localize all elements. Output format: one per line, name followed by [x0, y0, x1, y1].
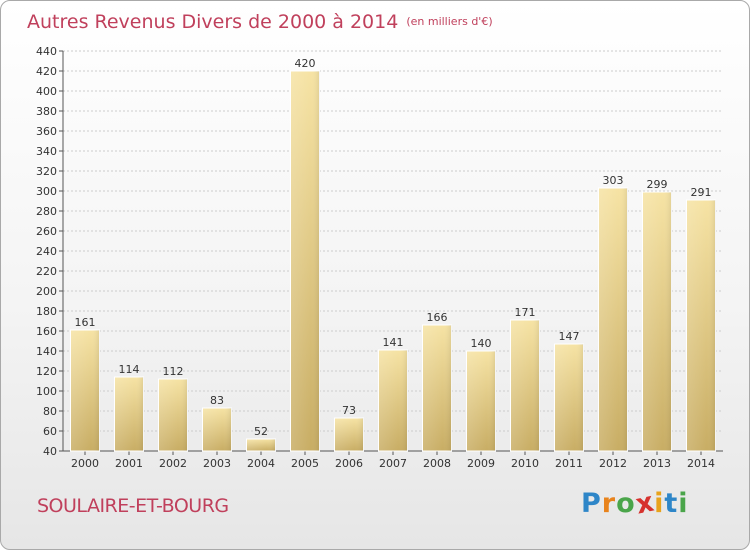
bar-shading-2003	[202, 408, 232, 451]
data-label-2010: 171	[515, 306, 536, 319]
y-tick-label: 320	[36, 165, 57, 178]
bar-shading-2007	[378, 350, 408, 451]
x-tick-label: 2011	[555, 457, 583, 470]
commune-name: SOULAIRE-ET-BOURG	[37, 495, 229, 517]
chart-title-block: Autres Revenus Divers de 2000 à 2014 (en …	[27, 11, 493, 33]
data-label-2007: 141	[383, 336, 404, 349]
x-tick-label: 2014	[687, 457, 715, 470]
y-tick-label: 240	[36, 245, 57, 258]
data-label-2011: 147	[559, 330, 580, 343]
data-label-2005: 420	[295, 57, 316, 70]
y-tick-label: 40	[43, 445, 57, 458]
chart-title: Autres Revenus Divers de 2000 à 2014	[27, 11, 399, 33]
x-tick-label: 2009	[467, 457, 495, 470]
bar-shading-2006	[334, 418, 364, 451]
data-label-2008: 166	[427, 311, 448, 324]
bar-shading-2013	[642, 192, 672, 451]
bar-shading-2008	[422, 325, 452, 451]
bar-shading-2009	[466, 351, 496, 451]
y-tick-label: 300	[36, 185, 57, 198]
bar-shading-2004	[246, 439, 276, 451]
y-tick-label: 220	[36, 265, 57, 278]
data-label-2004: 52	[254, 425, 268, 438]
y-tick-label: 340	[36, 145, 57, 158]
x-tick-label: 2010	[511, 457, 539, 470]
logo-letter: o	[616, 488, 636, 519]
logo-letter: i	[678, 488, 689, 519]
y-tick-label: 440	[36, 45, 57, 58]
y-tick-label: 120	[36, 365, 57, 378]
y-tick-label: 360	[36, 125, 57, 138]
bar-shading-2005	[290, 71, 320, 451]
y-tick-label: 280	[36, 205, 57, 218]
y-tick-label: 140	[36, 345, 57, 358]
y-tick-label: 80	[43, 405, 57, 418]
x-tick-label: 2012	[599, 457, 627, 470]
y-tick-label: 260	[36, 225, 57, 238]
x-tick-label: 2006	[335, 457, 363, 470]
logo-letter: r	[601, 488, 617, 519]
x-tick-label: 2007	[379, 457, 407, 470]
y-tick-label: 180	[36, 305, 57, 318]
logo-letter: P	[581, 488, 602, 519]
chart-subtitle: (en milliers d'€)	[406, 15, 493, 28]
bar-shading-2011	[554, 344, 584, 451]
y-tick-label: 100	[36, 385, 57, 398]
y-tick-label: 420	[36, 65, 57, 78]
y-tick-label: 400	[36, 85, 57, 98]
y-tick-label: 60	[43, 425, 57, 438]
x-tick-label: 2003	[203, 457, 231, 470]
data-label-2001: 114	[119, 363, 140, 376]
bar-shading-2002	[158, 379, 188, 451]
data-label-2006: 73	[342, 404, 356, 417]
data-labels: 161 114 112 83 52 420 73 141 166 140 171 147 303 299 2…	[75, 57, 712, 438]
data-label-2000: 161	[75, 316, 96, 329]
y-tick-label: 200	[36, 285, 57, 298]
data-label-2009: 140	[471, 337, 492, 350]
x-tick-label: 2000	[71, 457, 99, 470]
proxiti-logo: Proxiti	[581, 486, 689, 520]
logo-letter: t	[664, 488, 679, 519]
data-label-2003: 83	[210, 394, 224, 407]
data-label-2013: 299	[647, 178, 668, 191]
data-label-2012: 303	[603, 174, 624, 187]
data-label-2014: 291	[691, 186, 712, 199]
logo-letter: i	[654, 488, 665, 519]
bar-shading-2010	[510, 320, 540, 451]
bars	[70, 70, 716, 452]
x-tick-label: 2001	[115, 457, 143, 470]
x-tick-label: 2013	[643, 457, 671, 470]
y-tick-label: 380	[36, 105, 57, 118]
bar-shading-2014	[686, 200, 716, 451]
bar-shading-2000	[70, 330, 100, 451]
bar-shading-2001	[114, 377, 144, 451]
bar-shading-2012	[598, 188, 628, 451]
y-tick-label: 160	[36, 325, 57, 338]
data-label-2002: 112	[163, 365, 184, 378]
x-tick-label: 2004	[247, 457, 275, 470]
x-tick-label: 2005	[291, 457, 319, 470]
x-tick-label: 2008	[423, 457, 451, 470]
x-tick-label: 2002	[159, 457, 187, 470]
